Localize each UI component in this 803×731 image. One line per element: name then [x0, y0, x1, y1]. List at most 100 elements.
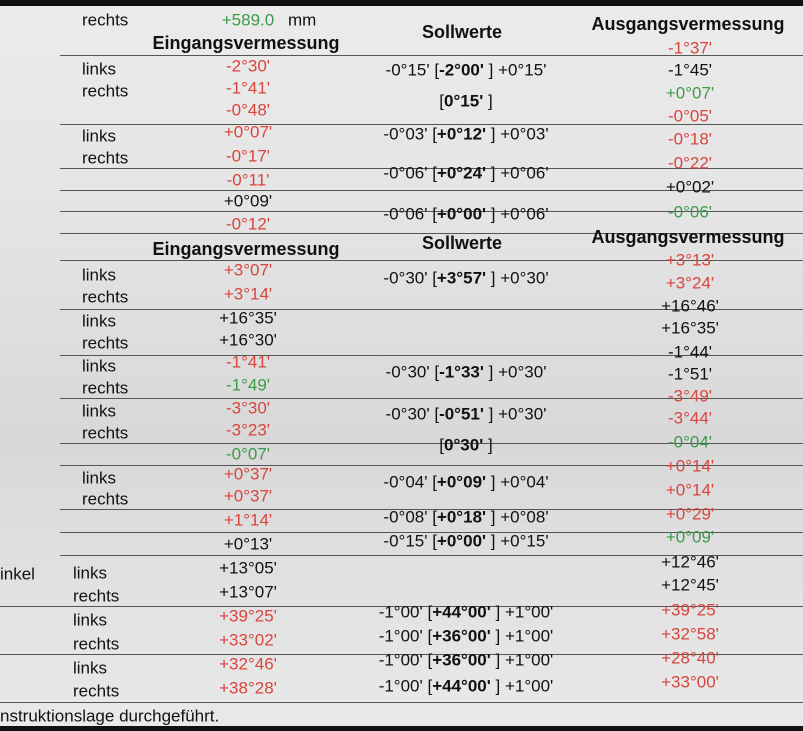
tolerance: ] +1°00': [490, 650, 554, 670]
cell-after: +0°07': [665, 83, 715, 103]
cell-side: links: [73, 563, 108, 583]
cell-after: -1°45': [667, 60, 713, 80]
cell-side: links: [82, 356, 117, 376]
nominal-value: +0°09': [436, 472, 487, 492]
cell-after: +0°14': [665, 480, 715, 500]
table-rule: [60, 465, 803, 466]
cell-before: +0°37': [223, 486, 273, 506]
tolerance: ] +0°15': [486, 531, 549, 551]
cell-header-before: Eingangsvermessung: [152, 33, 340, 53]
cell-after: -0°05': [667, 106, 713, 126]
cell-header-before: Eingangsvermessung: [152, 239, 340, 259]
table-rule: [60, 168, 803, 169]
nominal-value: +36°00': [432, 626, 491, 646]
cell-after: +28°40': [661, 648, 719, 668]
nominal-value: +3°57': [436, 268, 487, 288]
cell-before: +33°02': [219, 630, 277, 650]
tolerance: ] +0°30': [483, 362, 547, 382]
cell-side: rechts: [82, 378, 129, 398]
cell-after: +32°58': [661, 624, 719, 644]
tolerance: -1°00' [: [378, 676, 433, 696]
cell-after: -3°49': [667, 386, 713, 406]
cell-target: -0°06' [+0°24' ] +0°06': [383, 165, 548, 182]
cell-target: -0°30' [+3°57' ] +0°30': [383, 270, 548, 287]
cell-before: +3°07': [223, 260, 273, 280]
table-rule: [60, 555, 803, 556]
tolerance: ] +0°06': [486, 204, 549, 224]
cell-target: -0°04' [+0°09' ] +0°04': [383, 474, 548, 491]
tolerance: -1°00' [: [378, 650, 433, 670]
tolerance: ]: [483, 91, 493, 111]
cell-header-after: Ausgangsvermessung: [591, 227, 785, 247]
cell-label: nstruktionslage durchgeführt.: [0, 706, 220, 726]
nominal-value: +0°18': [436, 507, 487, 527]
tolerance: [: [439, 91, 445, 111]
cell-after: +12°46': [661, 552, 719, 572]
cell-unit: mm: [288, 10, 317, 30]
tolerance: -0°03' [: [383, 124, 437, 144]
nominal-value: +44°00': [432, 676, 491, 696]
tolerance: ] +0°30': [486, 268, 549, 288]
cell-target: -0°30' [-1°33' ] +0°30': [386, 364, 547, 381]
tolerance: -0°08' [: [383, 507, 437, 527]
nominal-value: -0°51': [439, 404, 484, 424]
cell-before: -1°41': [225, 352, 271, 372]
cell-before: -0°11': [226, 170, 270, 190]
tolerance: ] +0°04': [486, 472, 549, 492]
cell-before: +3°14': [223, 284, 273, 304]
table-rule: [60, 211, 803, 212]
cell-target: [0°30' ]: [439, 437, 492, 454]
cell-target: -0°15' [+0°00' ] +0°15': [383, 533, 548, 550]
cell-side: rechts: [82, 423, 129, 443]
cell-target: -1°00' [+36°00' ] +1°00': [379, 628, 554, 645]
cell-after: -0°22': [667, 153, 713, 173]
cell-side: rechts: [82, 489, 129, 509]
cell-after: +0°09': [665, 527, 715, 547]
cell-before: -0°07': [225, 444, 271, 464]
tolerance: -0°06' [: [383, 163, 437, 183]
nominal-value: +36°00': [432, 650, 491, 670]
cell-after: +39°25': [661, 600, 719, 620]
cell-after: +16°46': [661, 296, 719, 316]
table-rule: [60, 532, 803, 533]
table-rule: [60, 233, 803, 234]
cell-side: links: [82, 59, 117, 79]
cell-before: +38°28': [219, 678, 277, 698]
cell-before: +1°14': [223, 510, 273, 530]
tolerance: ] +0°06': [486, 163, 549, 183]
cell-side: rechts: [82, 10, 129, 30]
nominal-value: +44°00': [432, 602, 491, 622]
cell-target: -0°06' [+0°00' ] +0°06': [383, 206, 548, 223]
cell-before: +16°35': [219, 308, 277, 328]
cell-before: +0°07': [223, 122, 273, 142]
cell-side: rechts: [82, 81, 129, 101]
cell-after: -0°06': [667, 202, 713, 222]
cell-target: -1°00' [+36°00' ] +1°00': [379, 652, 554, 669]
nominal-value: +0°00': [436, 531, 487, 551]
nominal-value: -1°33': [439, 362, 484, 382]
cell-side: links: [82, 401, 117, 421]
cell-side: rechts: [73, 634, 120, 654]
cell-after: -3°44': [667, 408, 713, 428]
cell-before: +0°13': [223, 534, 273, 554]
cell-side: rechts: [82, 287, 129, 307]
nominal-value: +0°24': [436, 163, 487, 183]
tolerance: -0°30' [: [385, 404, 440, 424]
cell-label: inkel: [0, 564, 35, 584]
table-rule: [60, 398, 803, 399]
nominal-value: -2°00': [439, 60, 484, 80]
cell-before: +39°25': [219, 606, 277, 626]
cell-target: -1°00' [+44°00' ] +1°00': [379, 604, 554, 621]
table-rule: [60, 509, 803, 510]
nominal-value: 0°30': [444, 435, 484, 455]
cell-before: +32°46': [219, 654, 277, 674]
cell-before: +0°37': [223, 464, 273, 484]
table-rule: [0, 606, 803, 607]
cell-side: links: [73, 658, 108, 678]
cell-before: -3°23': [225, 420, 271, 440]
cell-before: -0°48': [225, 100, 271, 120]
nominal-value: +0°12': [436, 124, 487, 144]
cell-header-target: Sollwerte: [421, 233, 503, 253]
cell-after: -1°51': [667, 364, 713, 384]
